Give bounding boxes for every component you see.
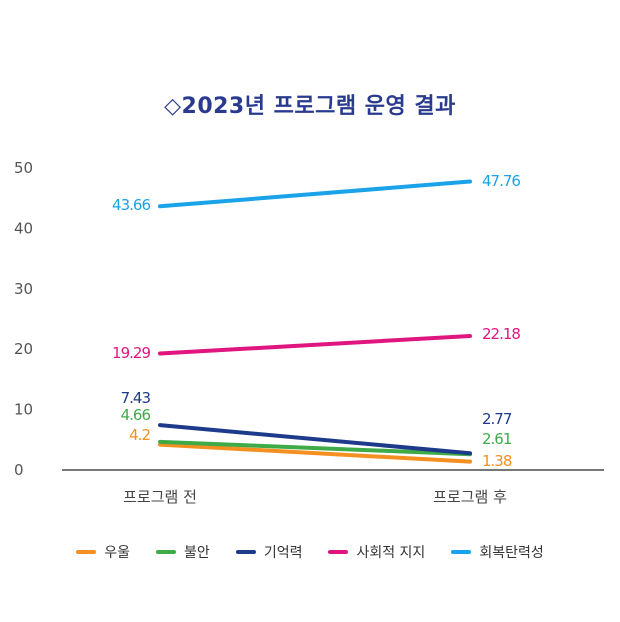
legend-swatch	[156, 550, 177, 554]
chart-legend: 우울 불안 기억력 사회적 지지 회복탄력성	[0, 542, 620, 562]
legend-swatch	[328, 550, 349, 554]
y-tick-label: 50	[14, 159, 33, 177]
legend-label: 회복탄력성	[479, 545, 544, 561]
legend-item: 회복탄력성	[451, 542, 544, 562]
data-label: 4.66	[121, 406, 151, 424]
y-tick-label: 10	[14, 401, 33, 419]
data-label: 19.29	[112, 344, 150, 362]
data-label: 1.38	[482, 452, 512, 470]
y-tick-label: 0	[14, 461, 24, 479]
legend-label: 사회적 지지	[356, 545, 426, 561]
series-line-2	[158, 423, 472, 456]
y-tick-label: 40	[14, 219, 33, 237]
data-label: 2.61	[482, 430, 512, 448]
series-line-4	[158, 179, 472, 209]
legend-item: 기억력	[235, 542, 303, 562]
x-category-label: 프로그램 전	[123, 488, 197, 506]
legend-label: 우울	[104, 545, 131, 561]
legend-label: 기억력	[263, 545, 303, 561]
legend-item: 우울	[76, 542, 130, 562]
y-tick-label: 20	[14, 340, 33, 358]
legend-swatch	[451, 550, 472, 554]
legend-item: 불안	[156, 542, 210, 562]
legend-swatch	[235, 550, 256, 554]
legend-label: 불안	[184, 545, 210, 561]
data-label: 47.76	[482, 172, 520, 190]
data-label: 7.43	[121, 389, 151, 407]
series-line-1	[158, 439, 472, 457]
data-label: 43.66	[112, 196, 150, 214]
legend-swatch	[76, 550, 97, 554]
data-label: 22.18	[482, 325, 520, 343]
chart-title: ◇2023년 프로그램 운영 결과	[164, 94, 456, 119]
x-category-label: 프로그램 후	[433, 488, 507, 506]
data-label: 2.77	[482, 410, 512, 428]
y-tick-label: 30	[14, 280, 33, 298]
legend-item: 사회적 지지	[328, 542, 425, 562]
series-line-3	[158, 334, 472, 356]
data-label: 4.2	[129, 426, 150, 444]
series-line-0	[158, 442, 472, 464]
